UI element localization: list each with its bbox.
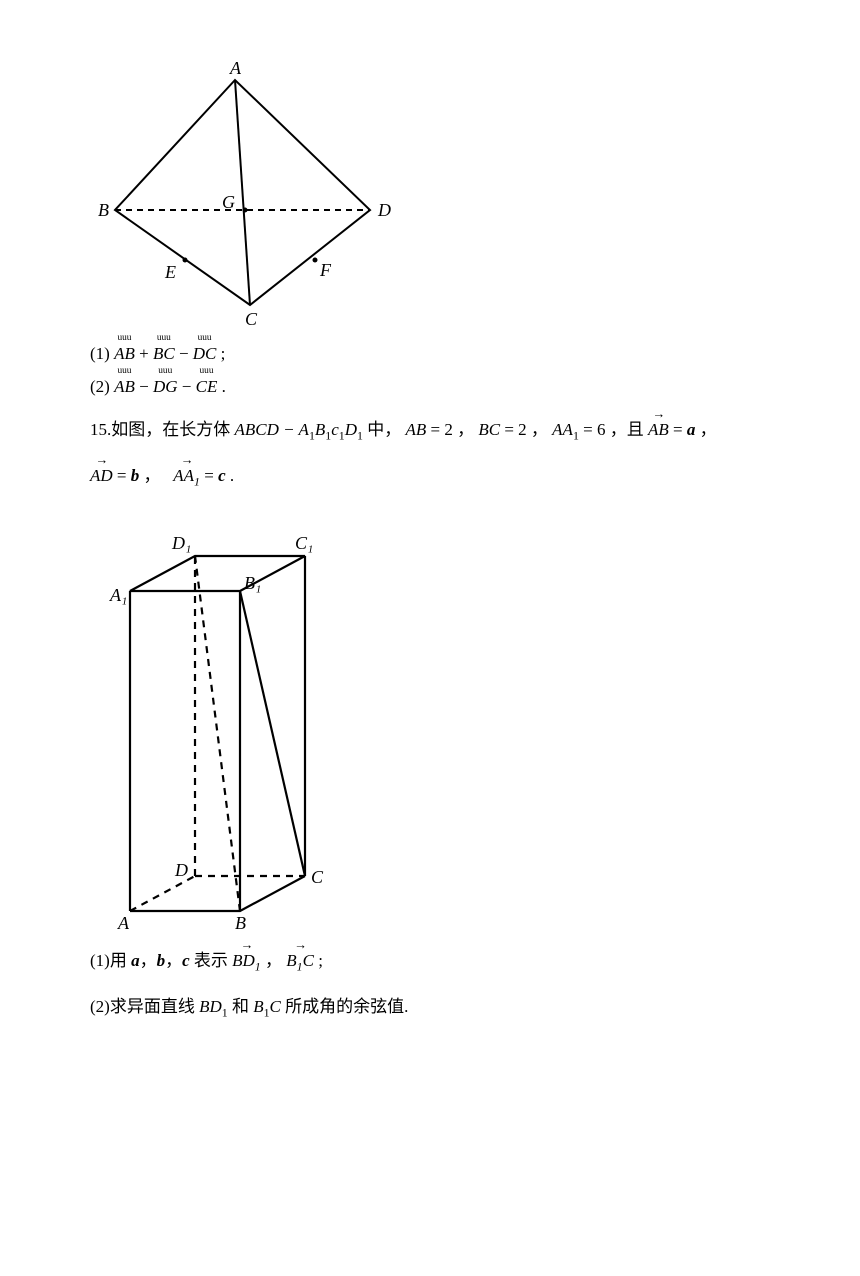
vec-BC: BC <box>153 340 175 367</box>
label-B1: B₁ <box>244 573 261 593</box>
label-A1: A₁ <box>109 585 127 605</box>
vec-DG: DG <box>153 373 178 400</box>
label-C: C <box>311 867 324 887</box>
label-B: B <box>235 913 246 931</box>
p15-intro-2: AD = b ， AA1 = c . <box>90 462 780 491</box>
vec-B1C: B1C <box>286 947 314 976</box>
label-C: C <box>245 309 258 329</box>
p14-line1: (1) AB + BC − DC ; <box>90 340 780 367</box>
vec-BD1: BD1 <box>232 947 261 976</box>
vec-AD: AD <box>90 462 113 489</box>
q2: (2)求异面直线 BD1 和 B1C 所成角的余弦值. <box>90 993 780 1022</box>
figure-tetrahedron: A B C D E F G <box>90 60 780 330</box>
vec-AB: AB <box>648 416 669 443</box>
figure-cuboid: A B C D A₁ B₁ C₁ D₁ <box>90 511 780 931</box>
label-D: D <box>377 200 391 220</box>
label-A: A <box>229 60 242 78</box>
label-G: G <box>222 192 235 212</box>
label-F: F <box>319 260 332 280</box>
vec-DC: DC <box>193 340 217 367</box>
label-B: B <box>98 200 109 220</box>
p14-line2: (2) AB − DG − CE . <box>90 373 780 400</box>
p15-intro: 15.如图，在长方体 ABCD − A1B1c1D1 中， AB = 2 ， B… <box>90 416 780 445</box>
label-D: D <box>174 860 188 880</box>
vec-AB: AB <box>114 340 135 367</box>
label-D1: D₁ <box>171 533 191 553</box>
label-C1: C₁ <box>295 533 313 553</box>
vec-AB: AB <box>114 373 135 400</box>
q1: (1)用 a，b，c 表示 BD1 ， B1C ; <box>90 947 780 976</box>
vec-CE: CE <box>196 373 218 400</box>
label-A: A <box>117 913 130 931</box>
label-E: E <box>164 262 176 282</box>
vec-AA1: AA1 <box>173 462 200 491</box>
